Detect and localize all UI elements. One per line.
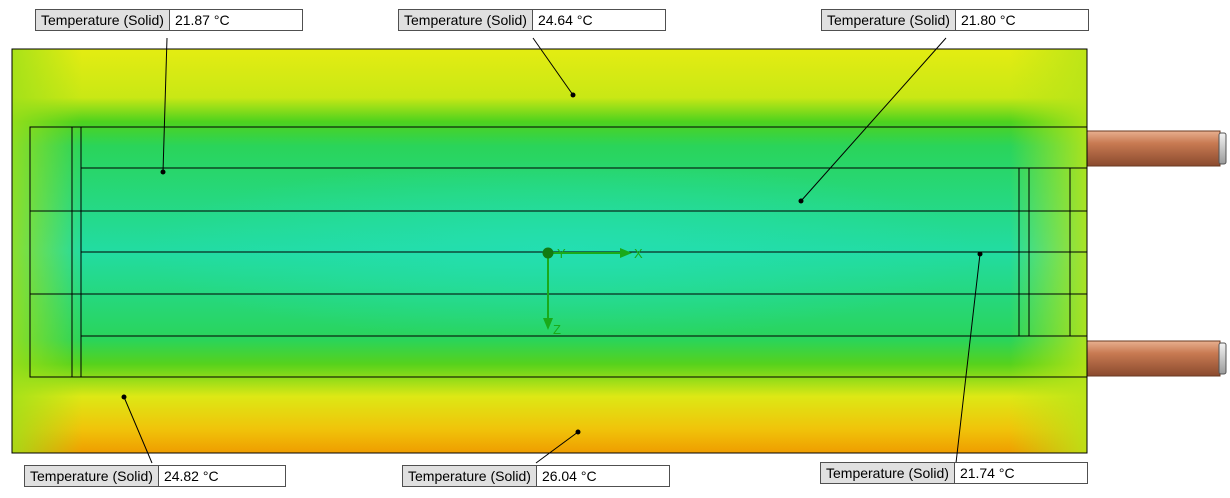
probe-value: 21.80 °C bbox=[960, 12, 1016, 28]
leader-line bbox=[800, 37, 947, 202]
axis-label-x: X bbox=[634, 246, 643, 261]
probe-name: Temperature (Solid) bbox=[25, 466, 159, 486]
probe-value: 21.74 °C bbox=[959, 465, 1015, 481]
probe-points bbox=[121, 92, 983, 435]
z-arrow-icon bbox=[543, 318, 553, 330]
probe-name: Temperature (Solid) bbox=[36, 10, 170, 30]
probe-name: Temperature (Solid) bbox=[403, 466, 537, 486]
probe-leaders bbox=[123, 37, 981, 464]
probe-value: 24.64 °C bbox=[537, 12, 593, 28]
probe-label-6[interactable]: Temperature (Solid) 21.74 °C bbox=[820, 462, 1088, 484]
pipe-bottom bbox=[1085, 340, 1227, 377]
leader-line bbox=[535, 431, 579, 464]
probe-value: 26.04 °C bbox=[541, 468, 597, 484]
probe-label-4[interactable]: Temperature (Solid) 24.82 °C bbox=[24, 465, 286, 487]
probe-point[interactable] bbox=[121, 394, 127, 400]
y-axis-dot-icon bbox=[542, 247, 554, 259]
probe-point[interactable] bbox=[570, 92, 576, 98]
probe-point[interactable] bbox=[575, 429, 581, 435]
x-arrow-icon bbox=[620, 248, 632, 258]
probe-label-2[interactable]: Temperature (Solid) 24.64 °C bbox=[398, 9, 666, 31]
probe-label-5[interactable]: Temperature (Solid) 26.04 °C bbox=[402, 465, 670, 487]
coordinate-triad: Y X Z bbox=[542, 246, 643, 337]
geometry-lines bbox=[29, 126, 1088, 378]
pipe-top bbox=[1085, 130, 1227, 167]
probe-label-1[interactable]: Temperature (Solid) 21.87 °C bbox=[35, 9, 303, 31]
axis-label-y: Y bbox=[557, 246, 566, 261]
probe-name: Temperature (Solid) bbox=[822, 10, 956, 30]
leader-line bbox=[532, 37, 574, 96]
leader-line bbox=[123, 396, 153, 464]
probe-point[interactable] bbox=[977, 251, 983, 257]
probe-value: 21.87 °C bbox=[174, 12, 230, 28]
probe-name: Temperature (Solid) bbox=[399, 10, 533, 30]
temperature-field bbox=[11, 48, 1088, 454]
probe-label-3[interactable]: Temperature (Solid) 21.80 °C bbox=[821, 9, 1089, 31]
axis-label-z: Z bbox=[553, 322, 561, 337]
probe-point[interactable] bbox=[160, 169, 166, 175]
probe-point[interactable] bbox=[798, 198, 804, 204]
leader-line bbox=[162, 37, 168, 173]
probe-name: Temperature (Solid) bbox=[821, 463, 955, 483]
probe-value: 24.82 °C bbox=[163, 468, 219, 484]
leader-line bbox=[955, 253, 981, 464]
